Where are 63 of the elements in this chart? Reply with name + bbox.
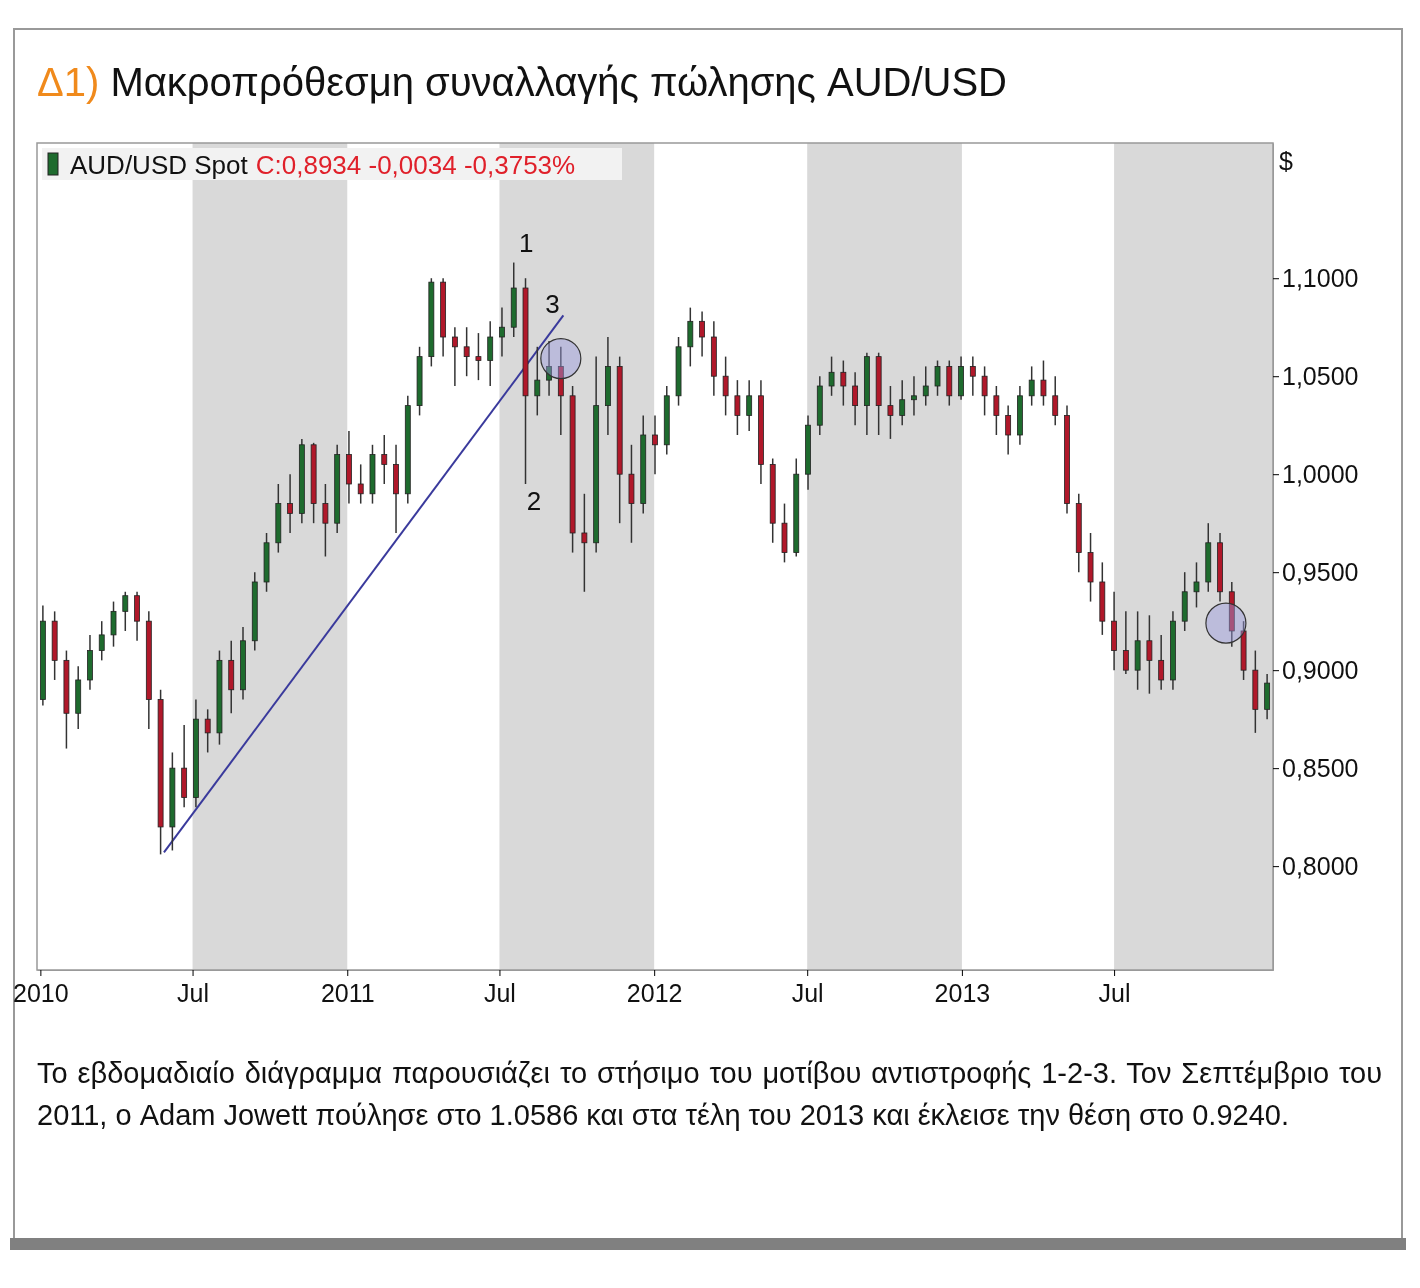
candlestick bbox=[1005, 404, 1012, 456]
candlestick bbox=[1193, 561, 1200, 609]
y-axis-title: $ bbox=[1279, 147, 1293, 175]
x-tick-label: 2011 bbox=[320, 978, 375, 1007]
candlestick bbox=[487, 320, 494, 387]
annotation: 3 bbox=[545, 288, 560, 319]
candlestick bbox=[652, 414, 658, 475]
x-tick-label: Jul bbox=[1098, 978, 1131, 1007]
candlestick bbox=[1158, 634, 1165, 691]
candlestick bbox=[322, 483, 329, 558]
candlestick bbox=[463, 326, 470, 377]
x-tick-label: 2012 bbox=[626, 978, 683, 1007]
y-tick-label: 0,8500 bbox=[1282, 753, 1359, 782]
candlestick bbox=[534, 346, 541, 417]
x-tick-label: 2013 bbox=[934, 978, 991, 1007]
candlestick bbox=[475, 332, 482, 381]
candlestick bbox=[840, 359, 847, 407]
x-tick-label: 2010 bbox=[13, 978, 69, 1007]
candlestick bbox=[922, 365, 929, 407]
candlestick bbox=[204, 708, 211, 754]
annotation: C:0,8934 -0,0034 -0,3753% bbox=[255, 150, 576, 180]
candlestick bbox=[1052, 375, 1059, 426]
y-tick-label: 1,0000 bbox=[1282, 459, 1359, 488]
annotation: 1 bbox=[519, 227, 534, 258]
y-tick-label: 0,9500 bbox=[1282, 557, 1359, 586]
candlestick bbox=[699, 310, 705, 358]
candlestick bbox=[746, 379, 753, 432]
candlestick bbox=[887, 385, 894, 440]
candlestick bbox=[899, 379, 906, 426]
candlestick bbox=[1040, 359, 1047, 407]
candlestick bbox=[911, 375, 917, 417]
candlestick bbox=[852, 371, 859, 426]
candlestick bbox=[122, 591, 129, 632]
candlestick bbox=[722, 355, 729, 417]
candlestick bbox=[1028, 365, 1035, 407]
candlestick bbox=[287, 473, 293, 534]
candlestick bbox=[969, 355, 976, 397]
y-tick-label: 1,1000 bbox=[1282, 263, 1359, 292]
x-tick-label: Jul bbox=[177, 978, 210, 1007]
y-tick-label: 0,9000 bbox=[1282, 655, 1359, 684]
candlestick bbox=[981, 365, 988, 417]
x-tick-label: Jul bbox=[483, 978, 516, 1007]
chart-title: Δ1) Μακροπρόθεσμη συναλλαγής πώλησης AUD/USD bbox=[37, 60, 1007, 104]
candlestick bbox=[381, 434, 388, 485]
candlestick bbox=[357, 463, 364, 505]
candlestick bbox=[1122, 610, 1129, 675]
y-tick-label: 0,8000 bbox=[1282, 851, 1359, 880]
candlestick bbox=[546, 340, 552, 397]
text: Το εβδομαδιαίο διάγραμμα παρουσιάζει το στήσιμο του μοτίβου αντιστροφής 1-2-3. Τον Σεπτέμβριο του 2011, ο Adam Jowett πούλησε στο 1.0586 και στα τέλη του 2013 και έκλεισε την θέση στο 0.9240. bbox=[37, 1056, 1382, 1133]
candlestick bbox=[451, 326, 458, 387]
candlestick bbox=[734, 379, 741, 436]
candlestick bbox=[1146, 614, 1153, 695]
annotation: 2 bbox=[526, 486, 542, 517]
candlestick bbox=[993, 385, 1000, 436]
candlestick bbox=[98, 620, 105, 662]
candlestick bbox=[934, 359, 941, 397]
x-tick-label: Jul bbox=[791, 978, 824, 1007]
candlestick bbox=[499, 306, 505, 358]
legend-label: AUD/USD Spot bbox=[70, 150, 248, 180]
candlestick bbox=[110, 600, 117, 648]
candlestick bbox=[581, 493, 588, 593]
y-tick-label: 1,0500 bbox=[1282, 361, 1359, 390]
candlestick bbox=[828, 355, 835, 397]
